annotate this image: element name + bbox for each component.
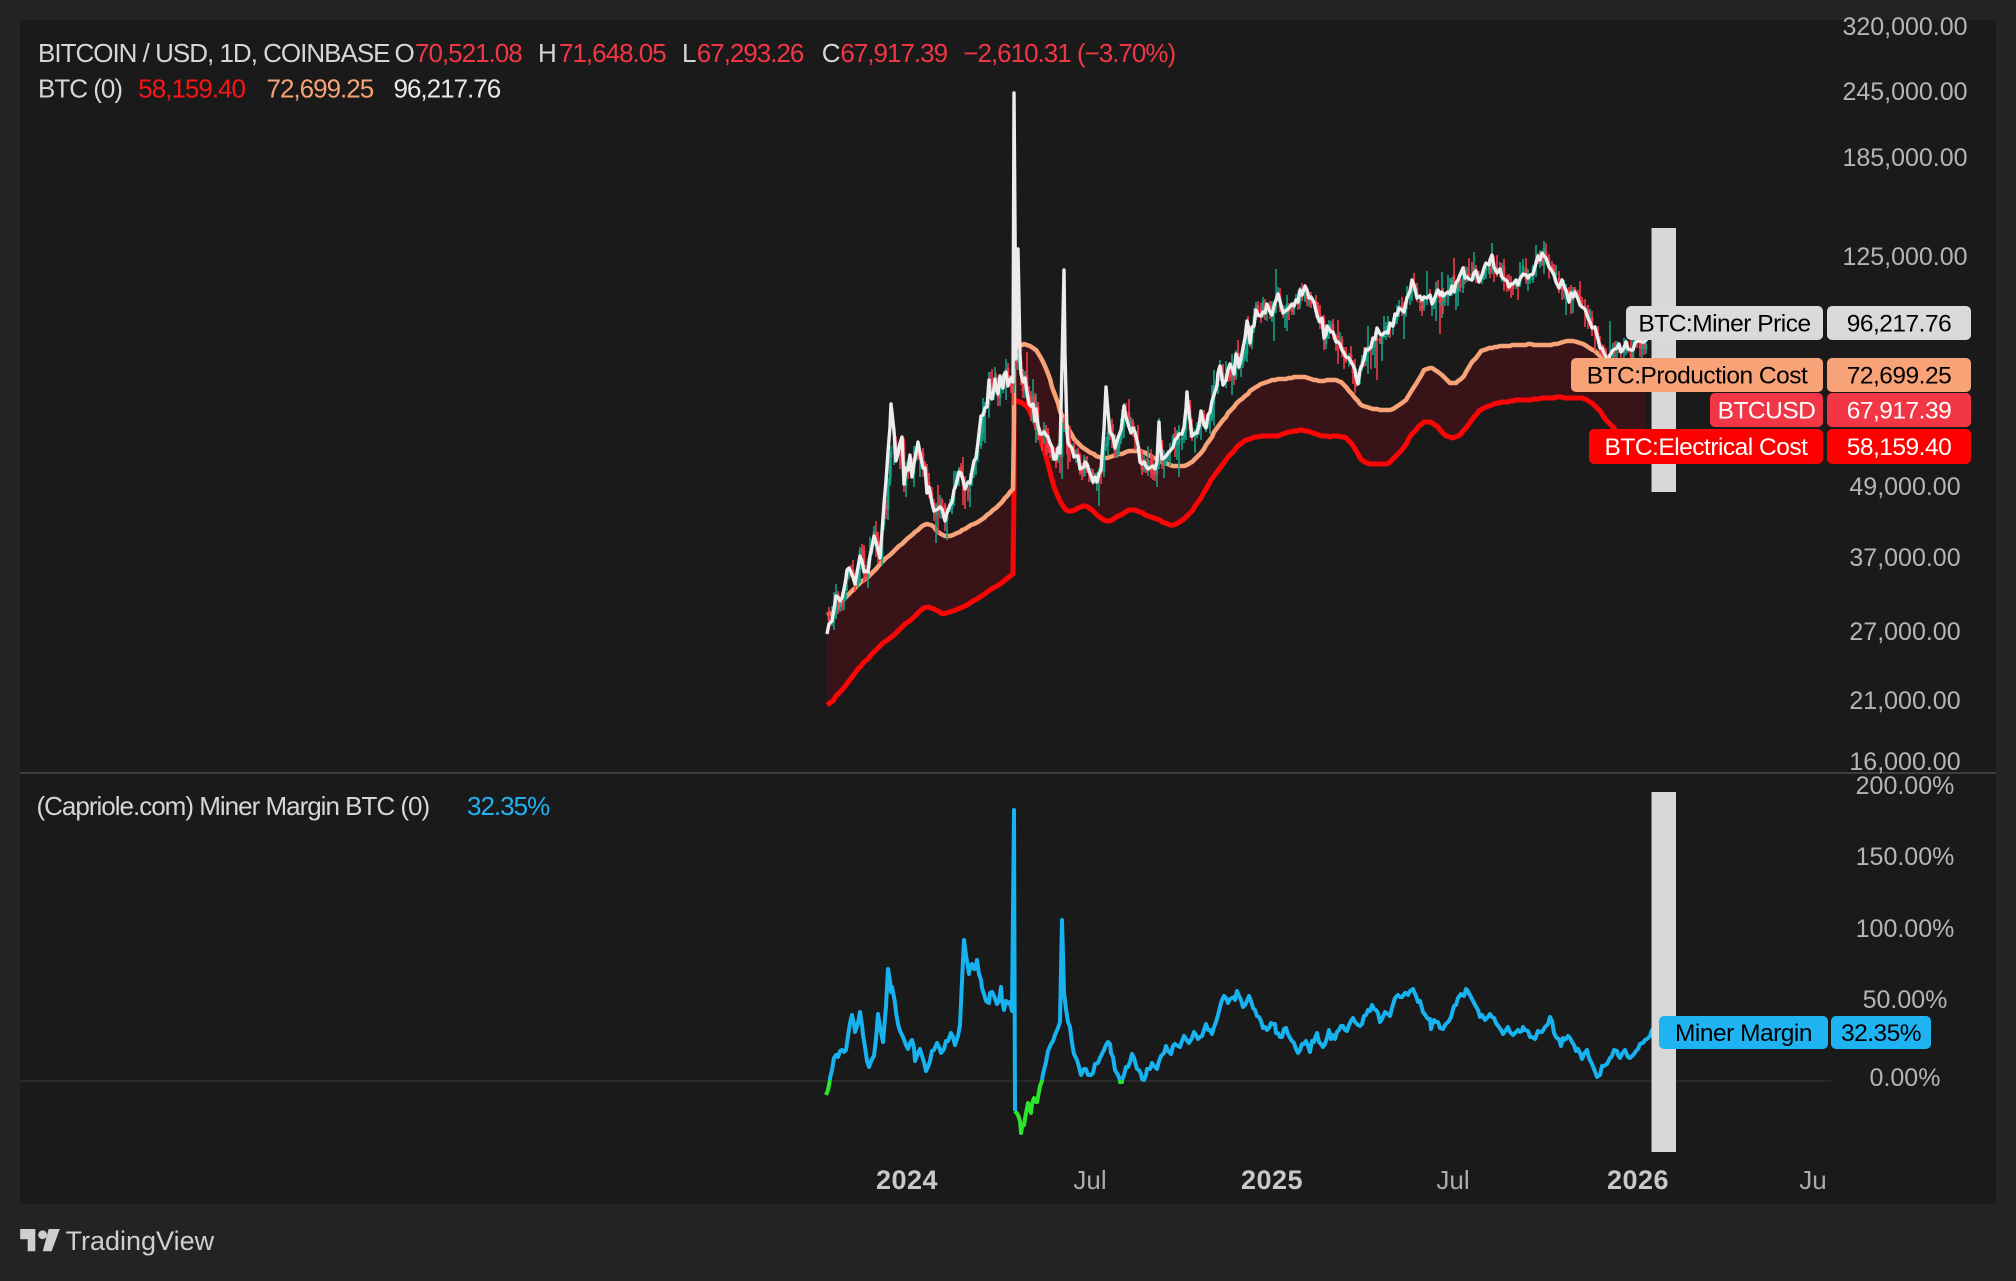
svg-text:Jul: Jul (1073, 1165, 1106, 1195)
svg-text:245,000.00: 245,000.00 (1842, 78, 1967, 106)
svg-text:96,217.76: 96,217.76 (1847, 311, 1952, 338)
svg-text:2024: 2024 (876, 1165, 938, 1195)
svg-text:2025: 2025 (1241, 1165, 1303, 1195)
svg-text:H: H (538, 38, 556, 68)
svg-text:Jul: Jul (1436, 1165, 1469, 1195)
svg-text:(Capriole.com) Miner Margin BT: (Capriole.com) Miner Margin BTC (0) (37, 791, 430, 821)
svg-text:L: L (682, 38, 696, 68)
svg-text:BTC (0): BTC (0) (38, 74, 122, 104)
svg-text:BTC:Production Cost: BTC:Production Cost (1587, 363, 1808, 390)
svg-text:72,699.25: 72,699.25 (1847, 363, 1952, 390)
svg-text:16,000.00: 16,000.00 (1849, 748, 1960, 776)
svg-text:58,159.40: 58,159.40 (1847, 434, 1952, 461)
svg-text:200.00%: 200.00% (1856, 772, 1955, 800)
svg-text:21,000.00: 21,000.00 (1849, 687, 1960, 715)
svg-text:72,699.25: 72,699.25 (267, 74, 374, 104)
svg-text:0.00%: 0.00% (1870, 1064, 1941, 1092)
svg-text:150.00%: 150.00% (1856, 843, 1955, 871)
svg-text:70,521.08: 70,521.08 (415, 38, 522, 68)
svg-text:BTCUSD: BTCUSD (1718, 398, 1816, 425)
svg-text:32.35%: 32.35% (1841, 1020, 1921, 1047)
svg-text:Ju: Ju (1799, 1165, 1826, 1195)
svg-text:−2,610.31 (−3.70%): −2,610.31 (−3.70%) (963, 38, 1175, 68)
svg-text:320,000.00: 320,000.00 (1842, 13, 1967, 41)
svg-text:37,000.00: 37,000.00 (1849, 544, 1960, 572)
svg-text:27,000.00: 27,000.00 (1849, 618, 1960, 646)
svg-text:67,917.39: 67,917.39 (840, 38, 947, 68)
svg-text:71,648.05: 71,648.05 (559, 38, 666, 68)
svg-text:BITCOIN / USD, 1D, COINBASE: BITCOIN / USD, 1D, COINBASE (38, 38, 390, 68)
svg-text:67,293.26: 67,293.26 (697, 38, 804, 68)
svg-text:125,000.00: 125,000.00 (1842, 243, 1967, 271)
svg-text:BTC:Electrical Cost: BTC:Electrical Cost (1605, 434, 1809, 461)
svg-text:100.00%: 100.00% (1856, 915, 1955, 943)
svg-text:2026: 2026 (1607, 1165, 1669, 1195)
svg-text:BTC:Miner Price: BTC:Miner Price (1638, 311, 1810, 338)
svg-text:96,217.76: 96,217.76 (394, 74, 501, 104)
svg-text:TradingView: TradingView (66, 1226, 215, 1256)
svg-text:50.00%: 50.00% (1863, 986, 1948, 1014)
svg-text:C: C (822, 38, 840, 68)
svg-text:58,159.40: 58,159.40 (138, 74, 245, 104)
svg-text:O: O (395, 38, 414, 68)
svg-text:32.35%: 32.35% (467, 791, 550, 821)
svg-text:185,000.00: 185,000.00 (1842, 144, 1967, 172)
svg-text:49,000.00: 49,000.00 (1849, 473, 1960, 501)
svg-text:67,917.39: 67,917.39 (1847, 398, 1952, 425)
svg-text:Miner Margin: Miner Margin (1675, 1020, 1812, 1047)
